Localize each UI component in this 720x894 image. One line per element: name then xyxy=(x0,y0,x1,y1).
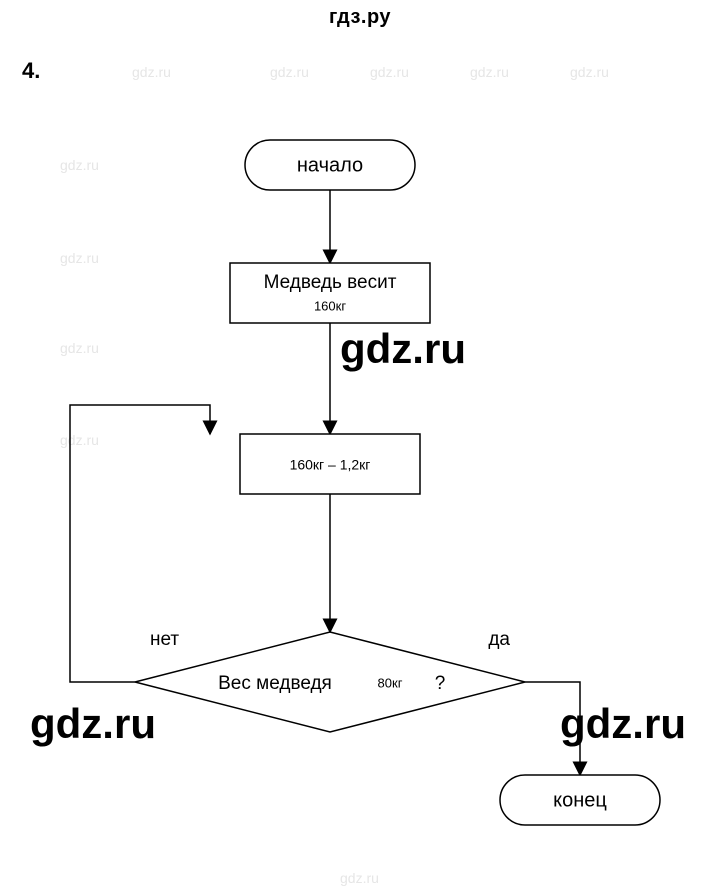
svg-text:?: ? xyxy=(435,673,446,694)
svg-text:начало: начало xyxy=(297,154,363,176)
svg-text:Медведь весит: Медведь весит xyxy=(264,272,397,293)
svg-text:конец: конец xyxy=(553,789,607,811)
svg-text:160кг: 160кг xyxy=(314,298,346,313)
page-root: гдз.ру 4. gdz.ru gdz.ru gdz.ru gdz.ru gd… xyxy=(0,0,720,894)
svg-text:80кг: 80кг xyxy=(378,675,403,690)
flowchart-svg: начало Медведь весит 160кг 160кг – 1,2кг Вес… xyxy=(0,0,720,894)
svg-text:Вес медведя: Вес медведя xyxy=(218,673,332,694)
svg-text:да: да xyxy=(488,629,510,650)
svg-text:160кг – 1,2кг: 160кг – 1,2кг xyxy=(290,457,371,473)
svg-text:нет: нет xyxy=(150,629,179,650)
